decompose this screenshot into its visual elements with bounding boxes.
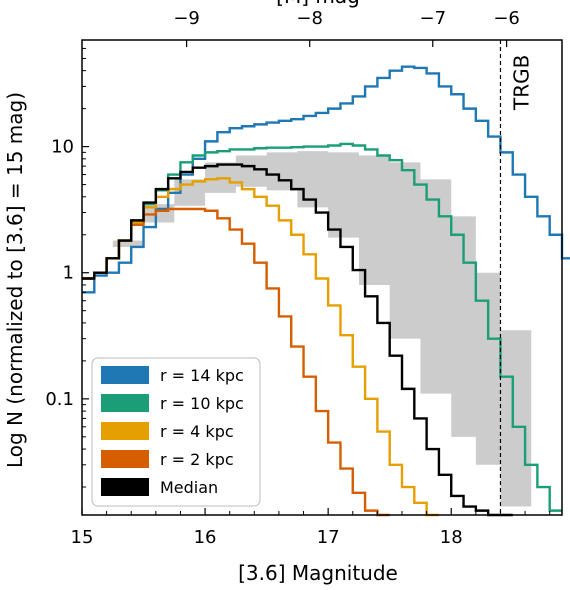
legend-swatch	[101, 450, 149, 468]
x-axis: 15 16 17 18	[71, 508, 551, 548]
legend-swatch	[101, 394, 149, 412]
legend-swatch	[101, 422, 149, 440]
series-line-r-14-kpc	[82, 65, 570, 294]
percentile-band	[82, 151, 532, 507]
legend-label: r = 10 kpc	[160, 394, 244, 413]
y-tick-label: 0.1	[45, 389, 74, 410]
x-tick-label: 18	[440, 527, 463, 548]
legend: r = 14 kpc r = 10 kpc r = 4 kpc r = 2 kpc Me…	[91, 357, 261, 507]
series-layer	[82, 65, 570, 517]
top-tick-label: −8	[296, 8, 323, 29]
y-axis: 0.1 1 10	[45, 47, 89, 488]
legend-swatch	[101, 366, 149, 384]
x-tick-label: 15	[71, 527, 94, 548]
band-area	[82, 151, 532, 507]
legend-label: r = 2 kpc	[160, 450, 234, 469]
y-tick-label: 10	[51, 137, 74, 158]
legend-swatch	[101, 478, 149, 496]
trgb-label: TRGB	[509, 55, 533, 111]
top-tick-label: −7	[419, 8, 446, 29]
x-tick-label: 17	[317, 527, 340, 548]
series-line-median	[82, 163, 513, 517]
top-tick-label: −9	[173, 8, 200, 29]
y-tick-label: 1	[63, 263, 74, 284]
x-tick-label: 16	[194, 527, 217, 548]
plot-frame	[81, 39, 563, 516]
top-tick-label: −6	[493, 8, 520, 29]
legend-label: Median	[160, 478, 218, 497]
legend-label: r = 14 kpc	[160, 366, 244, 385]
top-axis-label: [M] mag	[276, 0, 360, 8]
legend-label: r = 4 kpc	[160, 422, 234, 441]
x-axis-label: [3.6] Magnitude	[238, 561, 398, 585]
series-line-r-10-kpc	[82, 142, 562, 512]
top-axis: −9 −8 −7 −6	[173, 8, 520, 47]
y-axis-label: Log N (normalized to [3.6] = 15 mag)	[3, 92, 27, 468]
